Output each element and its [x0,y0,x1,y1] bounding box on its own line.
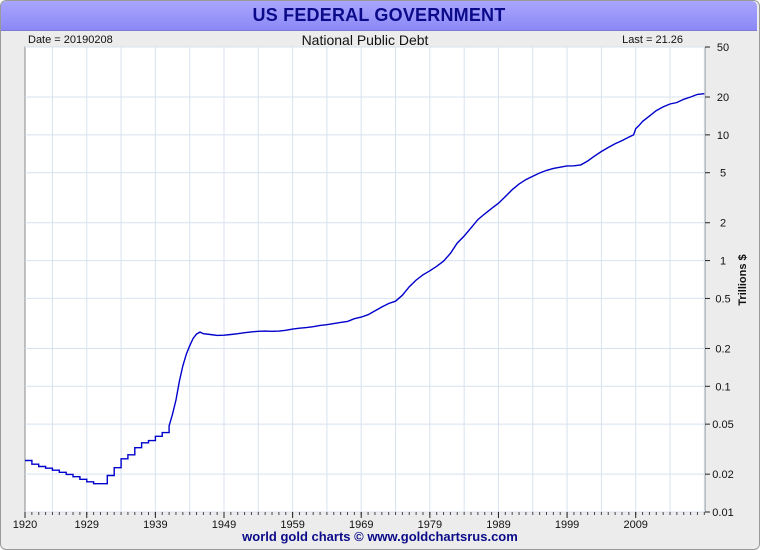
x-tick-label: 1939 [143,519,167,531]
y-tick-label: 0.5 [715,293,730,305]
x-tick-label: 1920 [13,519,37,531]
series-line-national-public-debt [25,93,705,485]
y-tick-label: 1 [720,256,726,268]
y-tick-label: 0.02 [712,469,733,481]
y-tick-label: 5 [720,168,726,180]
x-tick-label: 1989 [486,519,510,531]
x-tick-label: 1949 [212,519,236,531]
y-tick-label: 0.2 [715,343,730,355]
x-tick-label: 1969 [349,519,373,531]
plot-area [24,46,706,513]
x-tick-label: 1979 [418,519,442,531]
last-label: Last = 21.26 [622,34,683,46]
y-tick-label: 50 [717,42,729,54]
x-tick-label: 1959 [280,519,304,531]
date-label: Date = 20190208 [28,34,113,46]
y-tick-label: 20 [717,92,729,104]
footer-credit: world gold charts © www.goldchartsrus.co… [242,529,518,544]
x-tick-label: 2009 [623,519,647,531]
y-tick-label: 0.1 [715,381,730,393]
title-bar: US FEDERAL GOVERNMENT [1,1,757,31]
x-tick-label: 1999 [555,519,579,531]
x-axis: 1920 1929 1939 1949 1959 1969 1979 1989 1999 2009 [13,512,705,531]
chart-title: National Public Debt [302,32,429,48]
y-axis-label: Trillions $ [737,254,749,305]
y-tick-label: 10 [717,130,729,142]
x-tick-label: 1929 [75,519,99,531]
y-axis: 0.01 0.02 0.05 0.1 0.2 0.5 1 2 5 10 20 50 [705,42,734,519]
y-tick-label: 0.01 [712,507,733,519]
y-tick-label: 2 [720,218,726,230]
page-title: US FEDERAL GOVERNMENT [252,5,506,25]
y-tick-label: 0.05 [712,419,733,431]
grid-lines [25,46,705,513]
